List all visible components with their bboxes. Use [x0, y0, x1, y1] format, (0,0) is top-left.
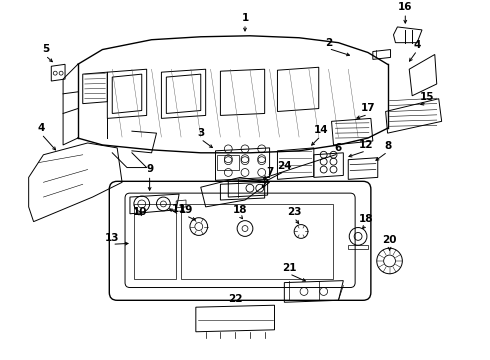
Text: 21: 21 [282, 263, 296, 273]
Text: 13: 13 [105, 233, 120, 243]
Text: 8: 8 [384, 141, 391, 151]
Text: 18: 18 [233, 205, 247, 215]
Text: 17: 17 [361, 103, 375, 113]
Text: 4: 4 [38, 123, 45, 133]
Text: 9: 9 [146, 165, 153, 175]
Text: 3: 3 [197, 128, 204, 138]
Text: 16: 16 [398, 2, 413, 12]
Text: 11: 11 [172, 204, 186, 214]
Text: 24: 24 [277, 161, 292, 171]
Text: 1: 1 [242, 13, 248, 23]
Text: 5: 5 [42, 45, 49, 54]
Text: 22: 22 [228, 294, 243, 304]
Text: 15: 15 [419, 92, 434, 102]
Text: 2: 2 [325, 37, 332, 48]
Text: 6: 6 [335, 143, 342, 153]
Text: 10: 10 [132, 207, 147, 217]
Text: 12: 12 [359, 140, 373, 150]
Text: 7: 7 [266, 167, 273, 177]
Text: 23: 23 [287, 207, 301, 217]
Text: 14: 14 [314, 125, 328, 135]
Text: 18: 18 [359, 213, 373, 224]
Text: 20: 20 [382, 235, 397, 245]
Bar [218, 155, 239, 170]
Text: 19: 19 [179, 205, 193, 215]
Text: 4: 4 [414, 40, 421, 50]
